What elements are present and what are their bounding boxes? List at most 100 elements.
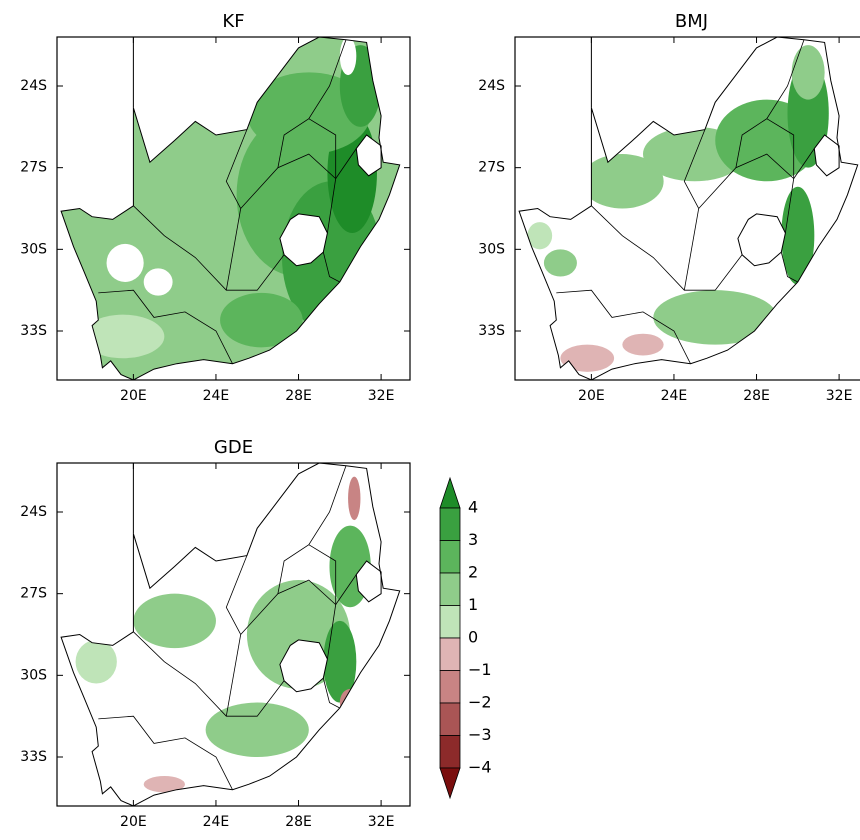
field-patch xyxy=(791,45,825,100)
x-tick-label: 24E xyxy=(203,388,230,404)
country-outline xyxy=(518,36,859,381)
lesotho xyxy=(737,213,786,267)
x-tick-label: 28E xyxy=(285,388,312,404)
colorbar-label: 4 xyxy=(468,498,478,517)
y-tick-label: 24S xyxy=(20,78,47,94)
y-tick-label: 30S xyxy=(478,241,505,257)
field-patch xyxy=(81,314,165,359)
x-tick-label: 32E xyxy=(368,814,395,830)
colorbar-band xyxy=(439,702,461,736)
province-border xyxy=(556,289,691,364)
colorbar-label: −3 xyxy=(468,725,492,744)
y-tick-label: 33S xyxy=(20,323,47,339)
colorbar-band xyxy=(439,507,461,541)
field xyxy=(61,37,400,380)
field-patch xyxy=(527,222,553,250)
y-tick-label: 24S xyxy=(20,504,47,520)
province-border xyxy=(308,544,337,605)
province-border xyxy=(98,715,233,790)
panel-title: KF xyxy=(222,11,244,32)
province-border xyxy=(133,205,285,291)
field-patch xyxy=(133,593,216,649)
swaziland xyxy=(355,134,382,177)
province-border xyxy=(225,555,248,717)
x-tick-label: 28E xyxy=(743,388,770,404)
y-tick-label: 33S xyxy=(20,749,47,765)
lesotho xyxy=(279,213,328,267)
field-patch xyxy=(560,344,615,372)
y-tick-label: 27S xyxy=(20,586,47,602)
field-patch xyxy=(323,620,357,703)
colorbar-label: 3 xyxy=(468,530,478,549)
province-border xyxy=(240,579,337,660)
y-tick-label: 24S xyxy=(478,78,505,94)
field-patch xyxy=(75,639,117,684)
province-border xyxy=(766,118,795,179)
x-tick-label: 20E xyxy=(578,388,605,404)
plot-frame xyxy=(514,36,860,381)
province-border xyxy=(322,678,340,709)
panel-title: GDE xyxy=(214,437,253,458)
x-tick-label: 28E xyxy=(285,814,312,830)
field-patch xyxy=(653,290,778,345)
lesotho xyxy=(279,639,328,693)
plot-frame xyxy=(56,462,411,807)
colorbar-label: −4 xyxy=(468,758,492,777)
province-border xyxy=(133,631,285,717)
field-patch xyxy=(622,333,664,356)
province-border xyxy=(698,153,795,234)
field xyxy=(527,45,829,372)
colorbar-arrow xyxy=(439,476,461,509)
plot-frame xyxy=(56,36,411,381)
field-patch xyxy=(106,243,144,282)
province-border xyxy=(308,118,337,179)
x-tick-label: 20E xyxy=(120,814,147,830)
swaziland xyxy=(355,560,382,603)
field xyxy=(75,476,371,793)
swaziland xyxy=(813,134,840,177)
x-tick-label: 20E xyxy=(120,388,147,404)
colorbar-band xyxy=(439,637,461,671)
province-border xyxy=(322,252,340,283)
province-border xyxy=(780,252,798,283)
x-tick-label: 32E xyxy=(826,388,853,404)
country-outline xyxy=(60,462,401,807)
colorbar-label: 1 xyxy=(468,595,478,614)
colorbar-label: −1 xyxy=(468,660,492,679)
colorbar-band xyxy=(439,540,461,574)
x-tick-label: 24E xyxy=(661,388,688,404)
panel-title: BMJ xyxy=(675,11,708,32)
province-border xyxy=(335,574,357,605)
field-patch xyxy=(795,276,821,304)
x-tick-label: 24E xyxy=(203,814,230,830)
colorbar-label: −2 xyxy=(468,693,492,712)
province-border xyxy=(793,148,815,179)
province-border xyxy=(225,129,248,291)
y-tick-label: 30S xyxy=(20,667,47,683)
province-border xyxy=(98,289,233,364)
field-patch xyxy=(339,37,357,76)
y-tick-label: 33S xyxy=(478,323,505,339)
field-patch xyxy=(220,292,303,348)
field-patch xyxy=(581,154,664,209)
colorbar-arrow xyxy=(439,767,461,800)
colorbar-label: 0 xyxy=(468,628,478,647)
province-border xyxy=(240,153,337,234)
province-border xyxy=(683,129,706,291)
field-patch xyxy=(246,72,371,155)
colorbar-band xyxy=(439,670,461,704)
field-patch xyxy=(143,776,185,793)
y-tick-label: 30S xyxy=(20,241,47,257)
country-outline xyxy=(60,36,401,381)
y-tick-label: 27S xyxy=(20,160,47,176)
province-border xyxy=(335,148,357,179)
x-tick-label: 32E xyxy=(368,388,395,404)
colorbar-band xyxy=(439,572,461,606)
province-border xyxy=(591,205,743,291)
colorbar-label: 2 xyxy=(468,563,478,582)
field-patch xyxy=(348,476,361,521)
colorbar-band xyxy=(439,605,461,639)
field-patch xyxy=(543,249,577,277)
colorbar-band xyxy=(439,735,461,769)
